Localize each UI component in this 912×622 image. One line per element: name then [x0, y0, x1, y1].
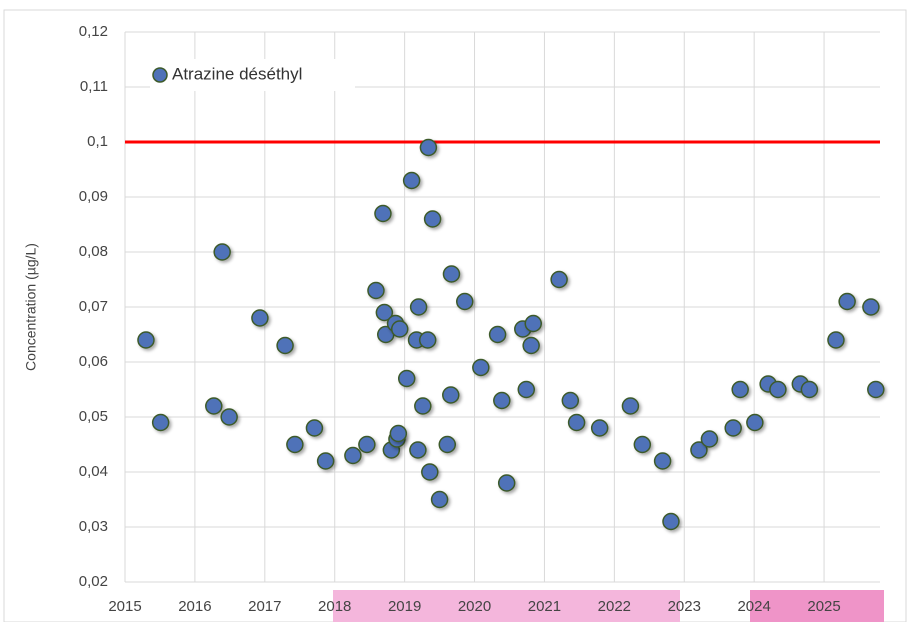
- data-point: [838, 292, 856, 311]
- data-point: [374, 204, 392, 223]
- data-point: [402, 171, 421, 190]
- data-point: [430, 490, 449, 509]
- x-tick-label: 2016: [178, 598, 211, 615]
- data-point: [867, 380, 885, 399]
- y-tick-label: 0,05: [79, 408, 108, 425]
- data-point: [590, 419, 609, 437]
- data-point: [137, 331, 155, 349]
- y-tick-label: 0,04: [79, 463, 108, 480]
- data-point: [724, 419, 742, 437]
- data-point: [653, 452, 672, 470]
- legend-label: Atrazine déséthyl: [172, 64, 302, 83]
- data-point: [561, 391, 580, 410]
- data-point: [662, 512, 680, 531]
- data-point: [731, 380, 749, 399]
- data-point: [305, 419, 324, 437]
- data-point: [409, 441, 427, 459]
- data-point: [567, 413, 586, 432]
- data-point: [414, 397, 432, 415]
- data-point: [213, 243, 231, 261]
- x-tick-label: 2020: [458, 598, 491, 615]
- x-tick-label: 2023: [668, 598, 701, 615]
- y-tick-label: 0,02: [79, 573, 108, 590]
- y-axis-label: Concentration (µg/L): [23, 243, 39, 371]
- data-point: [517, 380, 536, 399]
- data-point: [488, 325, 507, 344]
- data-point: [472, 358, 490, 377]
- data-point: [419, 138, 438, 157]
- data-point: [220, 408, 238, 426]
- data-point: [418, 331, 437, 349]
- data-point: [550, 270, 568, 289]
- data-point: [276, 336, 294, 355]
- data-point: [316, 452, 335, 470]
- data-point: [423, 210, 442, 228]
- data-point: [286, 435, 304, 454]
- legend-marker: [152, 67, 168, 83]
- y-tick-label: 0,12: [79, 23, 108, 40]
- data-point: [522, 336, 540, 355]
- data-point: [769, 380, 787, 399]
- x-tick-label: 2015: [108, 598, 141, 615]
- y-tick-label: 0,06: [79, 353, 108, 370]
- data-point: [800, 380, 819, 399]
- y-tick-label: 0,09: [79, 188, 108, 205]
- chart-frame: [3, 9, 907, 622]
- data-point: [251, 309, 269, 327]
- data-point: [456, 292, 474, 311]
- y-tick-label: 0,07: [79, 298, 108, 315]
- data-point: [633, 435, 652, 454]
- x-tick-label: 2018: [318, 598, 351, 615]
- x-tick-label: 2017: [248, 598, 281, 615]
- data-point: [442, 265, 461, 283]
- data-point: [827, 331, 845, 349]
- data-point: [367, 281, 385, 300]
- y-tick-label: 0,11: [80, 78, 108, 95]
- data-point: [375, 303, 394, 322]
- data-point: [389, 424, 408, 443]
- data-point: [690, 441, 708, 459]
- data-point: [344, 446, 362, 465]
- x-tick-label: 2022: [598, 598, 631, 615]
- data-point: [524, 314, 543, 333]
- legend-box: [150, 59, 355, 91]
- data-point: [621, 397, 640, 415]
- data-point: [862, 298, 880, 316]
- highlight-band: [750, 590, 884, 622]
- data-point: [746, 413, 764, 432]
- highlight-band: [333, 590, 680, 622]
- data-point: [151, 413, 170, 432]
- x-tick-label: 2024: [737, 598, 770, 615]
- data-point: [700, 430, 719, 448]
- data-point: [442, 386, 460, 404]
- data-point: [493, 391, 511, 410]
- y-tick-label: 0,1: [87, 133, 108, 150]
- data-point: [497, 474, 516, 492]
- x-tick-label: 2021: [528, 598, 561, 615]
- x-tick-label: 2025: [807, 598, 840, 615]
- data-point: [421, 463, 439, 481]
- data-point: [390, 320, 409, 338]
- data-point: [358, 435, 376, 454]
- data-point: [205, 397, 223, 415]
- data-point: [409, 298, 428, 316]
- y-tick-label: 0,08: [79, 243, 108, 260]
- x-tick-label: 2019: [388, 598, 421, 615]
- data-point: [438, 435, 457, 454]
- data-point: [397, 369, 416, 388]
- y-tick-label: 0,03: [79, 518, 108, 535]
